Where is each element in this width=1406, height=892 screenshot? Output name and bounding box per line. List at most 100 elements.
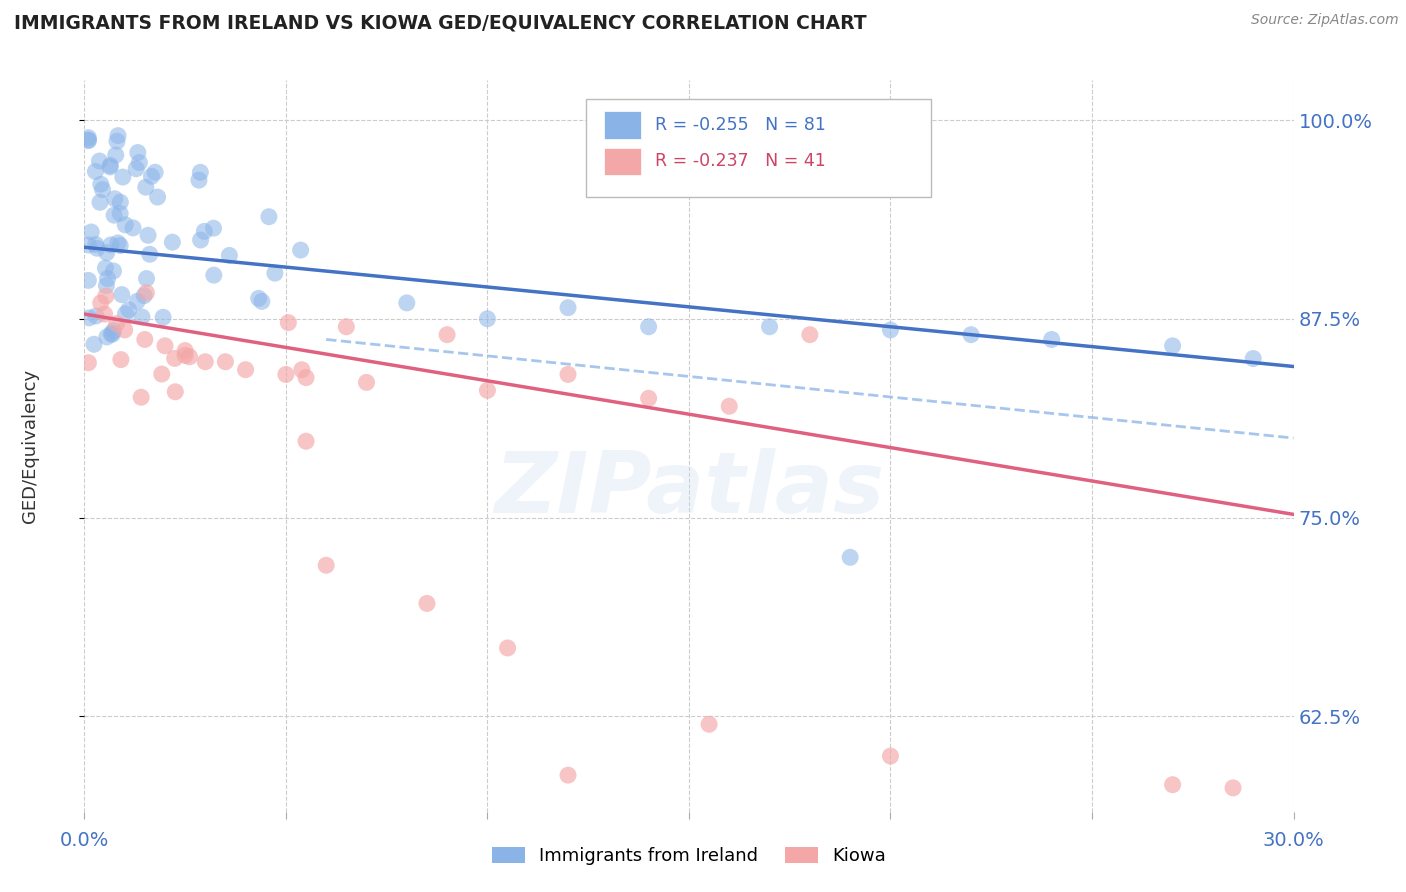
Point xyxy=(1241,351,1264,366)
Point xyxy=(98,160,121,174)
Point xyxy=(395,296,418,310)
Point xyxy=(96,245,118,260)
Point xyxy=(98,158,121,172)
Point xyxy=(143,165,166,179)
Point xyxy=(153,339,176,353)
Point xyxy=(127,145,149,160)
FancyBboxPatch shape xyxy=(586,99,931,197)
Point xyxy=(295,370,318,384)
Bar xyxy=(605,111,641,139)
Point xyxy=(122,220,145,235)
Point xyxy=(257,210,280,224)
Point xyxy=(86,241,108,255)
Point xyxy=(134,333,156,347)
Point xyxy=(315,558,337,573)
Point xyxy=(194,355,217,369)
Point xyxy=(110,195,132,210)
Point xyxy=(416,596,439,610)
Point xyxy=(84,237,107,252)
Point xyxy=(90,296,112,310)
Point xyxy=(103,264,125,278)
Point xyxy=(274,368,297,382)
Point xyxy=(107,128,129,143)
Point xyxy=(436,327,458,342)
Point xyxy=(163,351,186,366)
Point xyxy=(193,224,215,238)
Point xyxy=(799,327,821,342)
Text: GED/Equivalency: GED/Equivalency xyxy=(21,369,39,523)
Point xyxy=(77,310,100,325)
Point xyxy=(960,327,983,342)
Point xyxy=(879,323,901,337)
Point xyxy=(138,247,160,261)
Point xyxy=(114,323,136,337)
Point xyxy=(111,287,134,301)
Point xyxy=(77,134,100,148)
Point xyxy=(356,376,378,390)
Point xyxy=(77,238,100,252)
Point xyxy=(290,243,312,257)
Point xyxy=(125,161,148,176)
Point xyxy=(107,235,129,250)
Point xyxy=(839,550,862,565)
Point xyxy=(187,173,209,187)
Point xyxy=(190,233,212,247)
Point xyxy=(557,301,579,315)
Point xyxy=(104,192,127,206)
Point xyxy=(557,368,579,382)
Legend: Immigrants from Ireland, Kiowa: Immigrants from Ireland, Kiowa xyxy=(485,839,893,872)
Point xyxy=(557,768,579,782)
Point xyxy=(277,316,299,330)
Point xyxy=(190,165,212,179)
Point xyxy=(105,317,128,331)
Point xyxy=(152,310,174,325)
Point xyxy=(108,206,131,220)
Point xyxy=(131,310,153,324)
Point xyxy=(77,133,100,147)
Point xyxy=(127,294,149,309)
Point xyxy=(250,294,273,309)
Point xyxy=(94,260,117,275)
Point xyxy=(114,307,136,321)
Point xyxy=(91,183,114,197)
Point xyxy=(108,238,131,252)
Point xyxy=(1222,780,1244,795)
Point xyxy=(637,392,659,406)
Point xyxy=(84,309,107,323)
Point xyxy=(101,327,124,342)
Point xyxy=(96,278,118,293)
Point xyxy=(146,190,169,204)
Point xyxy=(134,288,156,302)
Text: 30.0%: 30.0% xyxy=(1263,830,1324,850)
Point xyxy=(100,238,122,252)
Point xyxy=(89,154,111,169)
Point xyxy=(96,330,118,344)
Point xyxy=(135,271,157,285)
Point xyxy=(141,169,163,184)
Point xyxy=(264,266,287,280)
Point xyxy=(83,337,105,351)
Point xyxy=(128,155,150,169)
Bar xyxy=(605,147,641,176)
Text: R = -0.237   N = 41: R = -0.237 N = 41 xyxy=(655,153,825,170)
Point xyxy=(718,399,741,413)
Point xyxy=(105,134,128,148)
Point xyxy=(129,390,152,404)
Text: 0.0%: 0.0% xyxy=(59,830,110,850)
Point xyxy=(94,289,117,303)
Point xyxy=(335,319,357,334)
Point xyxy=(758,319,780,334)
Point xyxy=(118,302,141,317)
Point xyxy=(103,208,125,222)
Text: ZIPatlas: ZIPatlas xyxy=(494,449,884,532)
Point xyxy=(111,169,134,184)
Point xyxy=(114,218,136,232)
Point xyxy=(295,434,318,449)
Point xyxy=(96,271,118,285)
Point xyxy=(100,326,122,341)
Point xyxy=(80,225,103,239)
Point xyxy=(1040,333,1063,347)
Point xyxy=(90,178,112,192)
Point xyxy=(477,384,499,398)
Point xyxy=(104,148,127,162)
